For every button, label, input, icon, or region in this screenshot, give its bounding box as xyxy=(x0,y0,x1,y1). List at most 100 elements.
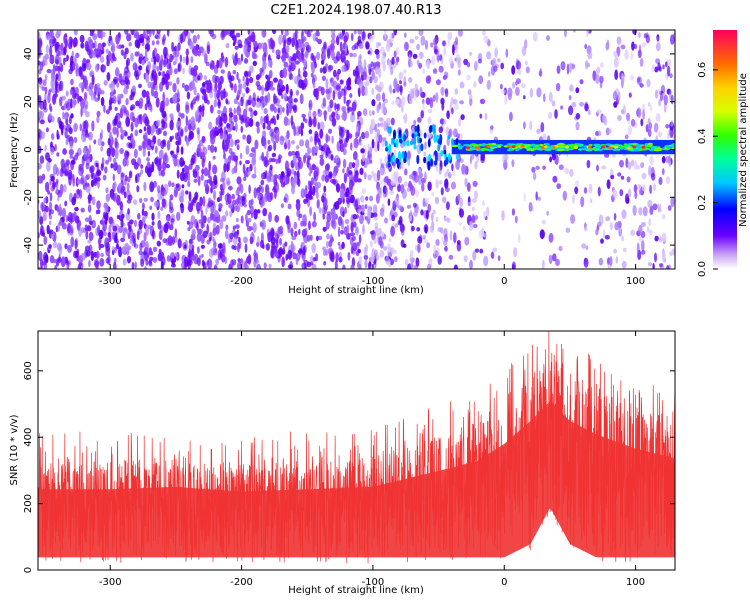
heatmap-cell xyxy=(46,224,50,235)
heatmap-cell xyxy=(376,93,381,102)
heatmap-cell xyxy=(422,234,427,240)
heatmap-cell xyxy=(291,168,295,175)
heatmap-cell xyxy=(133,33,137,39)
heatmap-cell xyxy=(49,88,52,93)
heatmap-cell xyxy=(456,160,460,171)
heatmap-cell xyxy=(288,151,293,157)
heatmap-cell xyxy=(146,143,152,151)
heatmap-cell xyxy=(409,209,413,220)
heatmap-cell xyxy=(190,56,194,64)
heatmap-cell xyxy=(570,214,576,224)
heatmap-cell xyxy=(170,150,174,156)
heatmap-cell xyxy=(289,73,294,80)
heatmap-cell xyxy=(144,49,148,60)
heatmap-cell xyxy=(49,45,53,57)
heatmap-cell xyxy=(469,155,473,165)
spectral-line-peak xyxy=(614,145,618,149)
heatmap-cell xyxy=(209,30,214,37)
heatmap-cell xyxy=(253,164,257,176)
heatmap-cell xyxy=(97,209,101,214)
heatmap-cell xyxy=(209,104,214,114)
spectral-line-cell xyxy=(443,149,447,155)
heatmap-cell xyxy=(554,109,558,119)
heatmap-cell xyxy=(113,76,119,84)
heatmap-cell xyxy=(107,137,111,146)
heatmap-cell xyxy=(292,154,297,165)
heatmap-cell xyxy=(331,219,337,230)
heatmap-cell xyxy=(551,100,556,107)
heatmap-cell xyxy=(85,162,90,170)
heatmap-cell xyxy=(201,168,205,175)
x-tick-label: -300 xyxy=(99,577,122,588)
heatmap-cell xyxy=(375,61,381,66)
heatmap-cell xyxy=(478,58,482,64)
spectral-line-cell xyxy=(437,144,441,152)
spectrogram-x-ticks: -300 -200 -100 0 100 xyxy=(99,30,645,287)
heatmap-cell xyxy=(159,251,165,260)
heatmap-cell xyxy=(44,181,50,192)
spectral-line-cell xyxy=(530,148,534,152)
heatmap-cell xyxy=(290,115,294,126)
heatmap-cell xyxy=(110,163,114,169)
heatmap-cell xyxy=(160,54,164,66)
heatmap-cell xyxy=(283,61,289,68)
heatmap-cell xyxy=(215,92,221,99)
heatmap-cell xyxy=(171,182,175,187)
heatmap-cell xyxy=(363,108,368,116)
heatmap-cell xyxy=(298,213,303,218)
heatmap-cell xyxy=(122,258,127,266)
spectral-line-cell xyxy=(487,149,494,152)
heatmap-cell xyxy=(76,188,80,195)
heatmap-cell xyxy=(468,51,473,56)
heatmap-cell xyxy=(133,161,139,170)
heatmap-cell xyxy=(48,244,52,249)
heatmap-cell xyxy=(374,222,379,230)
heatmap-cell xyxy=(90,89,94,101)
heatmap-cell xyxy=(76,71,80,77)
heatmap-cell xyxy=(372,212,378,218)
heatmap-cell xyxy=(437,227,442,233)
heatmap-cell xyxy=(162,38,165,46)
heatmap-cell xyxy=(575,112,581,120)
heatmap-cell xyxy=(130,52,134,62)
heatmap-cell xyxy=(116,120,122,129)
heatmap-cell xyxy=(355,226,359,234)
heatmap-cell xyxy=(329,99,334,109)
heatmap-cell xyxy=(99,56,105,63)
heatmap-cell xyxy=(72,62,76,71)
heatmap-cell xyxy=(327,135,331,142)
spectral-line-cell xyxy=(515,148,520,152)
heatmap-cell xyxy=(296,144,300,150)
heatmap-cell xyxy=(224,30,229,36)
heatmap-cell xyxy=(149,205,152,211)
heatmap-cell xyxy=(339,188,345,197)
heatmap-cell xyxy=(393,50,397,58)
heatmap-cell xyxy=(240,114,244,125)
heatmap-cell xyxy=(138,114,142,121)
heatmap-cell xyxy=(564,167,569,175)
heatmap-cell xyxy=(369,159,373,164)
heatmap-cell xyxy=(661,232,667,243)
heatmap-cell xyxy=(83,91,88,101)
heatmap-cell xyxy=(310,72,314,78)
heatmap-cell xyxy=(325,248,329,256)
heatmap-cell xyxy=(323,110,328,117)
heatmap-cell xyxy=(308,162,312,170)
heatmap-cell xyxy=(371,70,375,80)
spectral-line-cell xyxy=(423,156,427,164)
heatmap-cell xyxy=(346,129,350,141)
heatmap-cell xyxy=(111,53,116,61)
heatmap-cell xyxy=(176,145,180,154)
heatmap-cell xyxy=(442,196,447,204)
heatmap-cell xyxy=(614,69,619,80)
heatmap-cell xyxy=(151,212,155,221)
heatmap-cell xyxy=(307,149,311,156)
heatmap-cell xyxy=(349,232,355,237)
heatmap-cell xyxy=(41,86,46,91)
heatmap-cell xyxy=(122,231,126,239)
heatmap-cell xyxy=(168,180,172,188)
heatmap-cell xyxy=(225,210,229,217)
heatmap-cell xyxy=(80,253,86,261)
heatmap-cell xyxy=(604,153,610,158)
heatmap-cell xyxy=(435,92,439,103)
